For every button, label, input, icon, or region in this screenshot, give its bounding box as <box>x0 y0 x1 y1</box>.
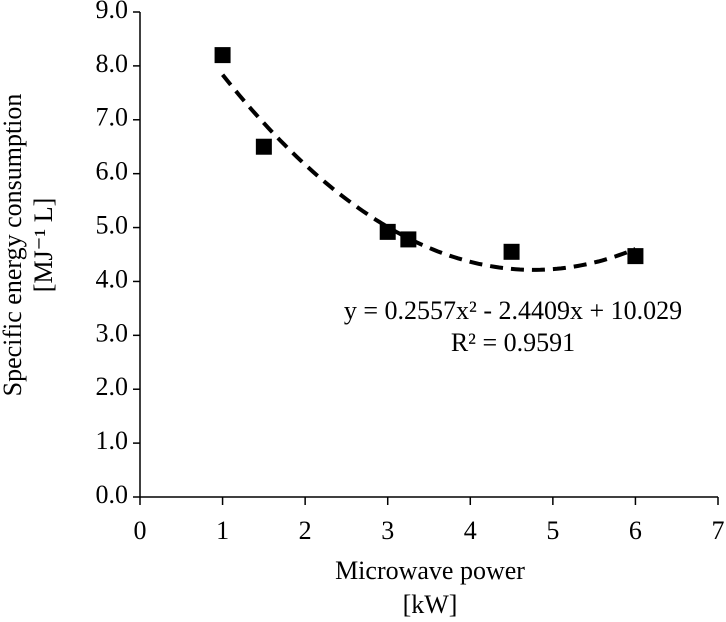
x-tick-label: 7 <box>712 516 725 545</box>
y-axis-title: Specific energy consumption <box>0 94 27 397</box>
x-tick-label: 2 <box>299 516 312 545</box>
marker <box>379 223 396 240</box>
x-tick-label: 4 <box>464 516 477 545</box>
x-tick-label: 3 <box>381 516 394 545</box>
y-tick-label: 1.0 <box>96 426 129 455</box>
x-axis-title: Microwave power <box>335 556 525 585</box>
y-tick-label: 2.0 <box>96 372 129 401</box>
equation: y = 0.2557x² - 2.4409x + 10.029 <box>344 296 682 325</box>
y-axis-unit: [MJ⁻¹ L] <box>29 198 58 292</box>
x-tick-label: 5 <box>546 516 559 545</box>
y-tick-label: 4.0 <box>96 264 129 293</box>
y-tick-label: 5.0 <box>96 211 129 240</box>
marker <box>255 138 272 155</box>
y-tick-label: 3.0 <box>96 318 129 347</box>
x-tick-label: 0 <box>134 516 147 545</box>
y-tick-label: 7.0 <box>96 103 129 132</box>
x-axis-unit: [kW] <box>403 590 458 619</box>
marker <box>214 47 231 64</box>
marker <box>503 243 520 260</box>
y-tick-label: 9.0 <box>96 0 129 24</box>
marker <box>627 248 644 265</box>
y-tick-label: 0.0 <box>96 480 129 509</box>
y-tick-label: 6.0 <box>96 157 129 186</box>
y-tick-label: 8.0 <box>96 49 129 78</box>
marker <box>400 231 417 248</box>
x-tick-label: 6 <box>629 516 642 545</box>
trendline <box>221 73 637 272</box>
r-squared: R² = 0.9591 <box>451 328 575 357</box>
x-tick-label: 1 <box>216 516 229 545</box>
